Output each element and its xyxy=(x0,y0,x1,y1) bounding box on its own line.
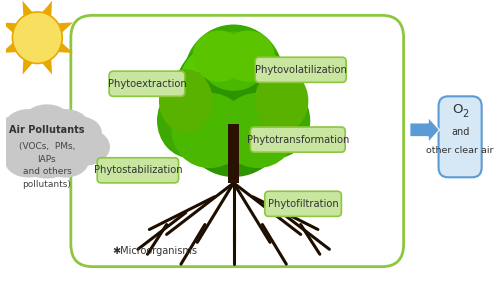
Ellipse shape xyxy=(221,30,275,82)
Text: (VOCs,  PMs,
IAPs
and others
pollutants): (VOCs, PMs, IAPs and others pollutants) xyxy=(18,142,75,189)
Ellipse shape xyxy=(63,125,104,156)
Ellipse shape xyxy=(0,116,36,149)
Polygon shape xyxy=(2,43,16,53)
FancyBboxPatch shape xyxy=(109,71,185,96)
Ellipse shape xyxy=(172,93,248,168)
FancyBboxPatch shape xyxy=(250,127,345,152)
Ellipse shape xyxy=(220,93,296,168)
Ellipse shape xyxy=(184,25,284,127)
Ellipse shape xyxy=(174,36,293,151)
Polygon shape xyxy=(42,1,52,16)
Text: 2: 2 xyxy=(462,109,469,119)
Ellipse shape xyxy=(226,64,302,147)
Text: Phytoextraction: Phytoextraction xyxy=(108,79,186,89)
Bar xyxy=(228,124,239,183)
Ellipse shape xyxy=(0,128,36,166)
FancyBboxPatch shape xyxy=(71,15,404,267)
Ellipse shape xyxy=(57,116,102,149)
FancyBboxPatch shape xyxy=(438,96,482,177)
Polygon shape xyxy=(42,60,52,74)
Ellipse shape xyxy=(200,32,267,91)
Text: ✱Microorganisms: ✱Microorganisms xyxy=(112,246,197,256)
Polygon shape xyxy=(58,43,73,53)
Text: Air Pollutants: Air Pollutants xyxy=(9,125,85,135)
Text: Phytovolatilization: Phytovolatilization xyxy=(254,65,346,75)
FancyBboxPatch shape xyxy=(265,191,342,216)
Text: Phytotransformation: Phytotransformation xyxy=(246,135,349,145)
Ellipse shape xyxy=(164,64,242,147)
Ellipse shape xyxy=(0,125,30,156)
Text: O: O xyxy=(452,103,462,116)
Ellipse shape xyxy=(41,109,90,144)
Polygon shape xyxy=(58,22,73,32)
Polygon shape xyxy=(22,60,32,74)
Ellipse shape xyxy=(12,12,62,63)
Text: Phytostabilization: Phytostabilization xyxy=(94,165,182,175)
Ellipse shape xyxy=(243,83,310,158)
Ellipse shape xyxy=(20,108,74,145)
Ellipse shape xyxy=(192,30,246,82)
Ellipse shape xyxy=(180,45,253,116)
Polygon shape xyxy=(2,22,16,32)
Ellipse shape xyxy=(157,83,224,158)
Text: other clear air: other clear air xyxy=(426,146,494,155)
Ellipse shape xyxy=(22,147,72,179)
Polygon shape xyxy=(22,1,32,16)
Ellipse shape xyxy=(24,104,70,133)
Ellipse shape xyxy=(57,128,110,166)
Ellipse shape xyxy=(159,69,212,133)
Text: Phytofiltration: Phytofiltration xyxy=(268,199,338,209)
Text: and: and xyxy=(451,127,469,137)
Ellipse shape xyxy=(6,117,87,171)
FancyBboxPatch shape xyxy=(97,158,178,183)
Ellipse shape xyxy=(4,109,53,144)
Ellipse shape xyxy=(178,58,289,177)
Ellipse shape xyxy=(254,69,308,133)
FancyBboxPatch shape xyxy=(255,57,346,82)
Ellipse shape xyxy=(214,45,288,116)
Ellipse shape xyxy=(42,145,89,178)
FancyArrow shape xyxy=(410,117,440,142)
Ellipse shape xyxy=(5,145,52,178)
